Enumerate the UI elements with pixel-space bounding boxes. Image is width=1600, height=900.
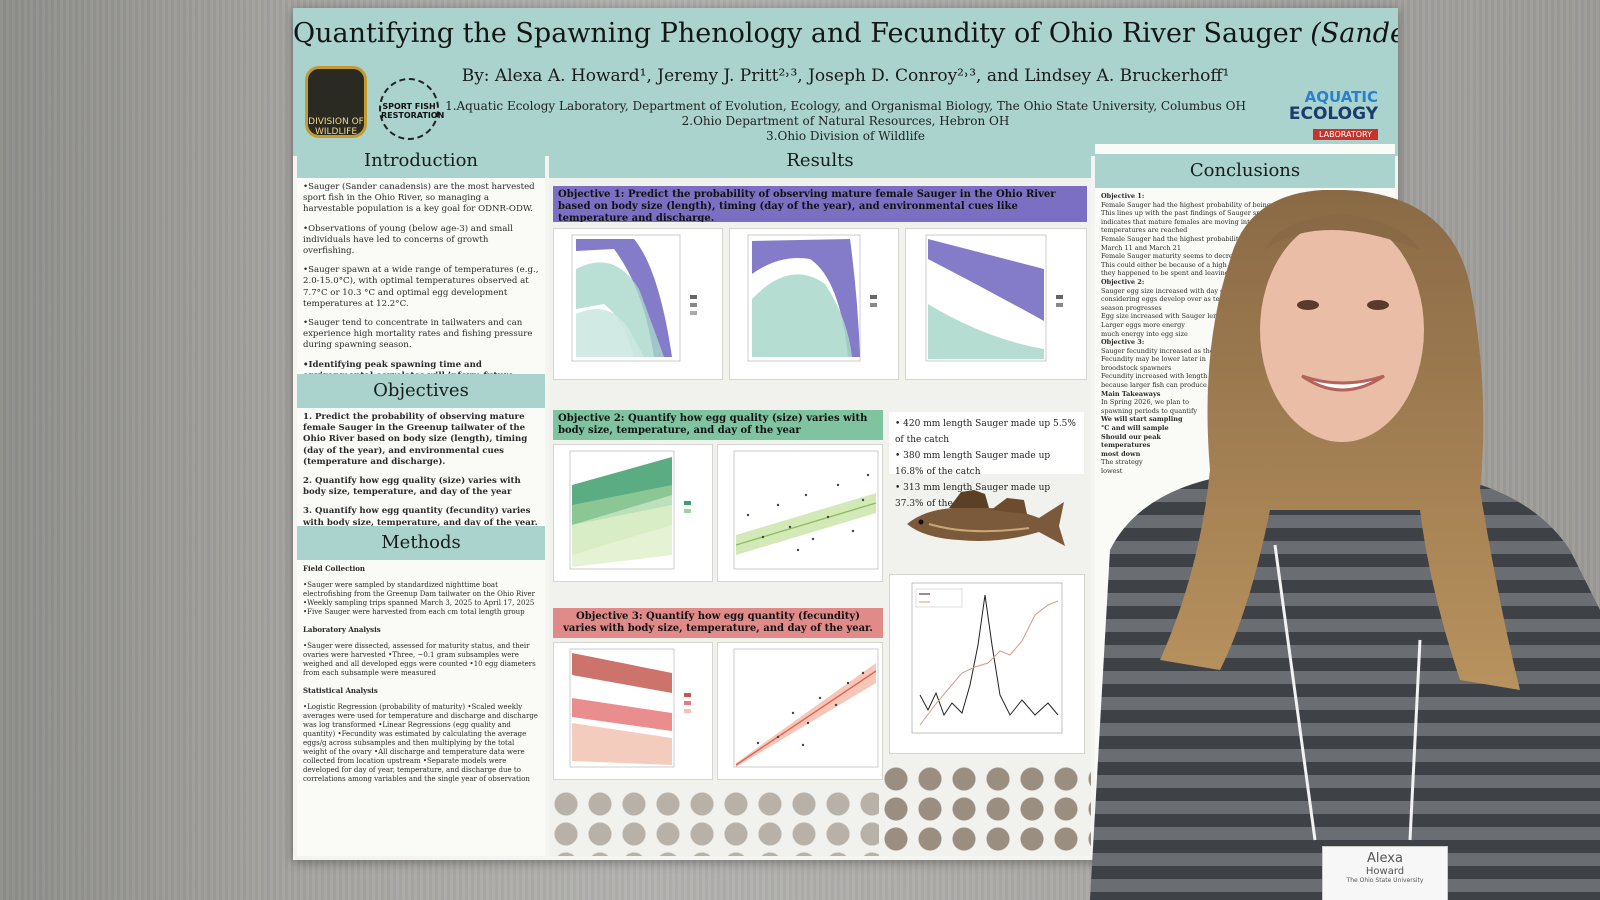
obj1-chart-length-graphic (571, 234, 697, 362)
obj3-chart-doy (717, 642, 883, 780)
pebble-decoration (879, 764, 1091, 856)
obj3-chart-length-graphic (569, 648, 691, 768)
objectives-heading: Objectives (297, 374, 545, 408)
aquatic-ecology-lab-logo: AQUATIC ECOLOGY LABORATORY (1288, 88, 1378, 140)
sauger-fish-image (899, 484, 1069, 558)
sauger-fish-graphic (907, 490, 1065, 546)
obj2-chart-length-graphic (569, 450, 691, 570)
pebble-decoration-left (549, 789, 879, 856)
conclusions-heading: Conclusions (1095, 154, 1395, 188)
affiliation-3: 3.Ohio Division of Wildlife (766, 129, 925, 143)
obj1-chart-temperature-graphic (747, 234, 877, 362)
objective-2-bar: Objective 2: Quantify how egg quality (s… (553, 410, 883, 440)
hydrograph-chart (889, 574, 1085, 754)
name-badge: Alexa Howard The Ohio State University (1322, 846, 1448, 900)
obj2-chart-doy-graphic (733, 450, 879, 570)
poster-title: Quantifying the Spawning Phenology and F… (293, 18, 1398, 49)
obj3-chart-doy-graphic (733, 648, 879, 768)
species-name: (Sander canadensis) (1310, 18, 1398, 49)
face (1260, 218, 1424, 442)
hydrograph-graphic (911, 582, 1063, 734)
methods-text: Field Collection •Sauger were sampled by… (303, 564, 538, 783)
results-heading: Results (549, 144, 1091, 178)
catch-stats-box: • 420 mm length Sauger made up 5.5% of t… (889, 412, 1084, 509)
sport-fish-restoration-logo: SPORT FISH RESTORATION (379, 78, 444, 140)
obj1-chart-discharge-graphic (925, 234, 1063, 362)
poster-header: Quantifying the Spawning Phenology and F… (293, 8, 1398, 156)
striped-sweater (1090, 465, 1600, 900)
poster-authors: By: Alexa A. Howard¹, Jeremy J. Pritt²˒³… (461, 66, 1230, 86)
objective-3-bar: Objective 3: Quantify how egg quantity (… (553, 608, 883, 638)
affiliation-2: 2.Ohio Department of Natural Resources, … (681, 114, 1010, 128)
odnr-logo: DIVISION OF WILDLIFE (305, 66, 367, 138)
affiliation-1: 1.Aquatic Ecology Laboratory, Department… (445, 99, 1246, 113)
obj1-chart-temperature (729, 228, 899, 380)
objective-1-bar: Objective 1: Predict the probability of … (553, 186, 1087, 222)
left-column: Introduction •Sauger (Sander canadensis)… (297, 144, 545, 856)
obj2-chart-length (553, 444, 713, 582)
introduction-text: •Sauger (Sander canadensis) are the most… (303, 182, 539, 374)
obj1-chart-discharge (905, 228, 1087, 380)
obj1-chart-length (553, 228, 723, 380)
conclusions-text: Objective 1: Female Sauger had the highe… (1101, 192, 1306, 475)
methods-heading: Methods (297, 526, 545, 560)
objectives-text: 1. Predict the probability of observing … (303, 412, 538, 526)
introduction-heading: Introduction (297, 144, 545, 178)
obj3-chart-length (553, 642, 713, 780)
obj2-chart-doy (717, 444, 883, 582)
presenter-person (1090, 190, 1600, 900)
results-column: Results Objective 1: Predict the probabi… (549, 144, 1091, 856)
